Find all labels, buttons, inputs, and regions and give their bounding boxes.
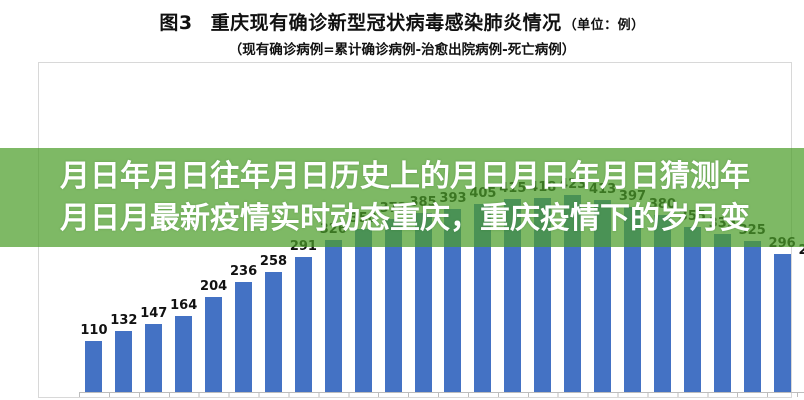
bar-2月1日 [264,272,282,392]
bar-slot: 164 [169,63,199,392]
value-label: 236 [229,264,258,279]
bar-slot: 258 [259,63,289,392]
value-label: 258 [259,254,288,269]
figure-subtitle: （现有确诊病例=累计确诊病例-治愈出院病例-死亡病例） [228,42,576,58]
overlay-text-line1: 月日年月日往年月日历史上的月日月日年月日猜测年 [60,158,750,194]
bar-2月8日 [474,204,492,392]
value-label: 132 [110,313,138,328]
value-label: 110 [80,323,108,338]
overlay-text-line2: 月日月最新疫情实时动态重庆，重庆疫情下的岁月变 [60,200,750,236]
bar-1月30日 [205,297,223,392]
figure-number: 图3 [159,12,193,34]
bar-slot: 132 [109,63,139,392]
bar-2月4日 [354,229,372,392]
bar-2月9日 [504,199,522,392]
bar-1月29日 [175,316,193,392]
overlay-banner: 月日年月日往年月日历史上的月日月日年月日猜测年 月日月最新疫情实时动态重庆，重庆… [0,148,804,247]
bar-plot-area: 1101321471642042362582913263503723853934… [79,63,804,392]
bar-2月3日 [324,240,342,392]
bar-1月31日 [235,282,253,392]
bar-2月6日 [414,213,432,392]
x-axis-line [79,392,804,393]
bar-2月13日 [624,207,641,392]
value-label: 281 [798,243,804,258]
bar-1月26日 [85,341,103,392]
bar-2月12日 [594,200,612,392]
value-label: 204 [200,279,228,294]
x-axis-ticks [79,393,804,397]
bar-2月5日 [384,219,402,392]
bar-2月16日 [713,234,731,392]
bar-2月15日 [683,227,701,392]
value-label: 164 [170,298,198,313]
value-label: 147 [140,306,168,321]
bar-1月28日 [145,324,163,392]
bar-slot: 147 [139,63,169,392]
bar-2月2日 [294,257,312,392]
bar-2月14日 [653,215,671,392]
bar-slot: 236 [229,63,259,392]
bar-1月27日 [115,331,133,392]
bar-2月18日 [773,254,791,392]
figure-title: 图3 重庆现有确诊新型冠状病毒感染肺炎情况 （单位：例） [0,8,804,35]
bar-slot: 110 [79,63,109,392]
bar-2月7日 [444,209,462,392]
figure-unit: （单位：例） [563,18,645,33]
bar-slot: 204 [199,63,229,392]
bar-2月17日 [743,241,761,392]
figure-title-text: 重庆现有确诊新型冠状病毒感染肺炎情况 [210,12,562,34]
